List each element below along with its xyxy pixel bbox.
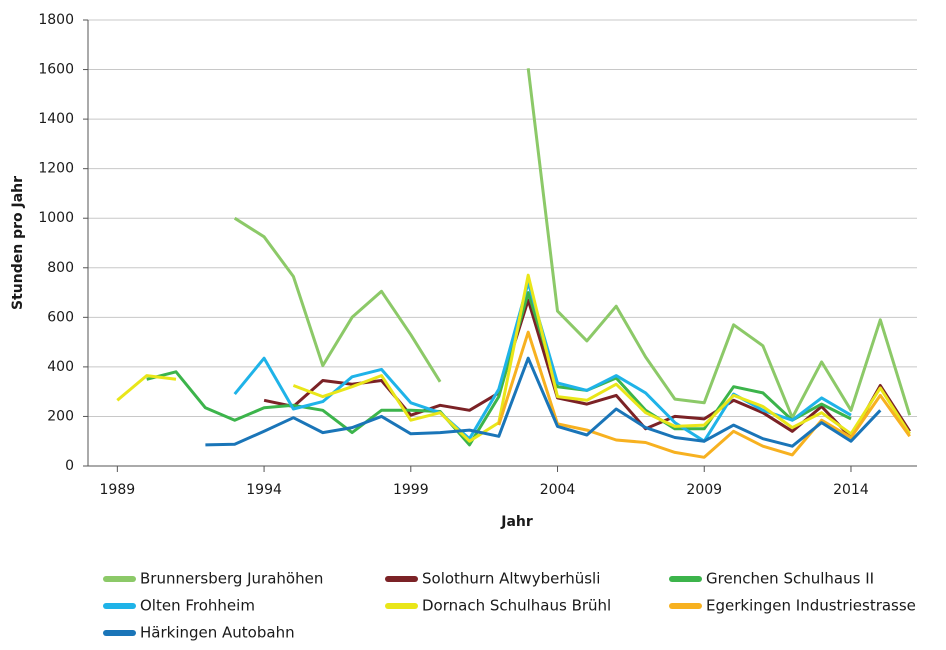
y-tick-label: 1600	[38, 62, 74, 78]
y-tick-label: 1400	[38, 111, 74, 127]
y-tick-label: 1800	[38, 12, 74, 28]
series-line	[497, 330, 911, 459]
legend-label: Dornach Schulhaus Brühl	[422, 597, 611, 615]
x-tick-label: 1994	[246, 482, 282, 498]
series-line	[233, 68, 912, 420]
y-tick-label: 1200	[38, 161, 74, 177]
x-tick-label: 2014	[833, 482, 869, 498]
y-tick-label: 0	[65, 458, 74, 474]
legend-label: Olten Frohheim	[140, 597, 255, 615]
legend-label: Grenchen Schulhaus II	[706, 570, 874, 588]
x-tick-label: 1999	[393, 482, 429, 498]
y-tick-label: 400	[47, 359, 74, 375]
series-line	[146, 291, 852, 447]
series-line	[116, 273, 911, 443]
x-axis-label: Jahr	[500, 514, 533, 530]
legend-label: Härkingen Autobahn	[140, 624, 295, 642]
legend-label: Solothurn Altwyberhüsli	[422, 570, 600, 588]
y-tick-label: 1000	[38, 210, 74, 226]
y-tick-label: 800	[47, 260, 74, 276]
x-tick-label: 2004	[540, 482, 576, 498]
x-tick-label: 2009	[686, 482, 722, 498]
y-tick-label: 600	[47, 309, 74, 325]
y-axis-label: Stunden pro Jahr	[10, 176, 26, 310]
y-tick-label: 200	[47, 408, 74, 424]
legend-label: Brunnersberg Jurahöhen	[140, 570, 323, 588]
x-tick-label: 1989	[100, 482, 136, 498]
series-line	[205, 356, 882, 448]
legend-label: Egerkingen Industriestrasse	[706, 597, 916, 615]
series-line	[233, 281, 852, 443]
